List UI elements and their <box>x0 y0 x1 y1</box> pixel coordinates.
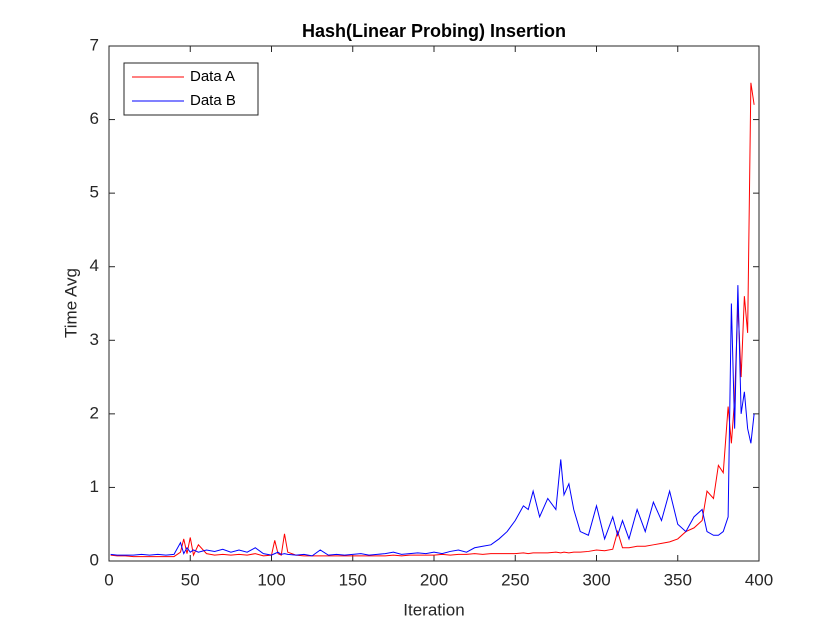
y-tick-label: 7 <box>90 35 99 54</box>
legend-label: Data B <box>190 92 236 109</box>
x-tick-label: 100 <box>257 570 285 589</box>
x-axis-label: Iteration <box>403 600 464 619</box>
chart-title: Hash(Linear Probing) Insertion <box>302 21 566 41</box>
data-line <box>110 285 755 557</box>
y-tick-label: 6 <box>90 109 99 128</box>
y-tick-label: 1 <box>90 477 99 496</box>
x-tick-label: 150 <box>339 570 367 589</box>
x-tick-label: 350 <box>664 570 692 589</box>
y-tick-label: 0 <box>90 550 99 569</box>
legend: Data A Data B <box>123 62 259 116</box>
x-tick-label: 250 <box>501 570 529 589</box>
x-tick-label: 0 <box>104 570 113 589</box>
x-tick-label: 400 <box>745 570 773 589</box>
x-tick-label: 50 <box>181 570 200 589</box>
y-tick-label: 5 <box>90 183 99 202</box>
x-tick-label: 300 <box>582 570 610 589</box>
x-tick-label: 200 <box>420 570 448 589</box>
legend-label: Data A <box>190 68 235 85</box>
y-tick-label: 3 <box>90 330 99 349</box>
legend-box <box>123 62 259 116</box>
data-line <box>110 82 755 558</box>
y-tick-label: 2 <box>90 403 99 422</box>
y-tick-label: 4 <box>90 256 99 275</box>
plot-frame <box>108 45 760 562</box>
y-axis-label: Time Avg <box>61 268 80 338</box>
